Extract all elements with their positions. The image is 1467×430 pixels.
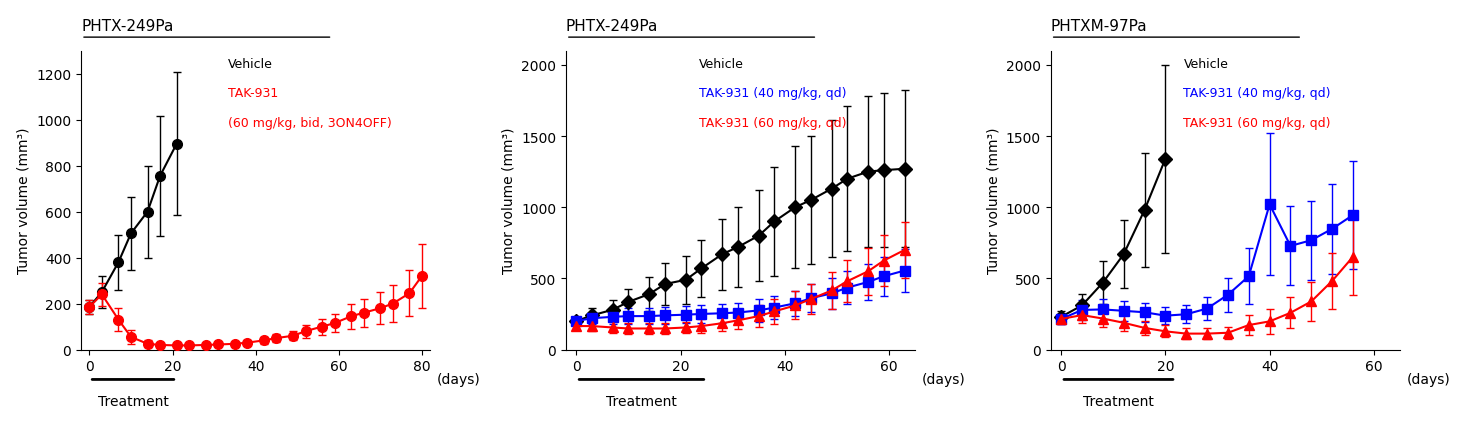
Text: TAK-931 (60 mg/kg, qd): TAK-931 (60 mg/kg, qd)	[1184, 117, 1331, 130]
Text: PHTXM-97Pa: PHTXM-97Pa	[1050, 18, 1147, 34]
Text: (days): (days)	[437, 372, 481, 387]
Text: TAK-931 (60 mg/kg, qd): TAK-931 (60 mg/kg, qd)	[698, 117, 846, 130]
Text: TAK-931 (40 mg/kg, qd): TAK-931 (40 mg/kg, qd)	[1184, 87, 1331, 100]
Text: (60 mg/kg, bid, 3ON4OFF): (60 mg/kg, bid, 3ON4OFF)	[227, 117, 392, 130]
Text: Vehicle: Vehicle	[1184, 58, 1228, 71]
Text: Vehicle: Vehicle	[698, 58, 744, 71]
Text: Vehicle: Vehicle	[227, 58, 273, 71]
Text: TAK-931 (40 mg/kg, qd): TAK-931 (40 mg/kg, qd)	[698, 87, 846, 100]
Text: TAK-931: TAK-931	[227, 87, 277, 100]
Text: (days): (days)	[923, 372, 965, 387]
Y-axis label: Tumor volume (mm³): Tumor volume (mm³)	[502, 128, 515, 273]
Text: Treatment: Treatment	[606, 394, 676, 408]
Y-axis label: Tumor volume (mm³): Tumor volume (mm³)	[16, 128, 31, 273]
Text: (days): (days)	[1407, 372, 1451, 387]
Y-axis label: Tumor volume (mm³): Tumor volume (mm³)	[986, 128, 1000, 273]
Text: Treatment: Treatment	[1083, 394, 1155, 408]
Text: Treatment: Treatment	[98, 394, 169, 408]
Text: PHTX-249Pa: PHTX-249Pa	[566, 18, 659, 34]
Text: PHTX-249Pa: PHTX-249Pa	[81, 18, 173, 34]
